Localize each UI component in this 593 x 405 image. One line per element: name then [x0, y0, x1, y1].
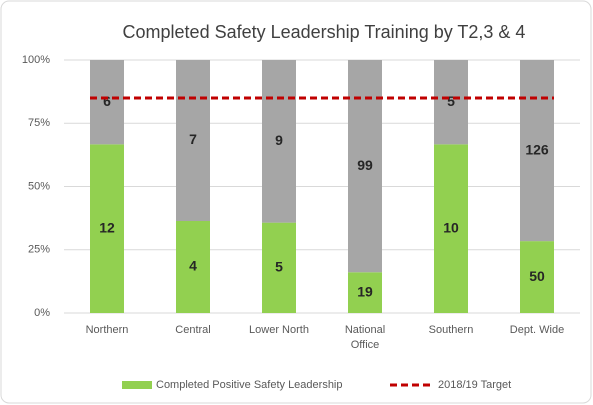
- x-tick-label: Northern: [85, 324, 129, 336]
- bar-segment: [348, 272, 382, 313]
- data-label: 6: [103, 93, 111, 109]
- legend-label: 2018/19 Target: [438, 379, 511, 391]
- y-tick-label: 75%: [28, 117, 50, 129]
- data-label: 10: [443, 219, 459, 235]
- x-tick-label: Dept. Wide: [509, 324, 565, 336]
- data-label: 5: [275, 259, 283, 275]
- data-label: 7: [189, 131, 197, 147]
- bar-segment: [262, 60, 296, 223]
- bar-segment: [262, 222, 296, 313]
- y-tick-label: 25%: [28, 244, 50, 256]
- legend-swatch: [122, 381, 152, 389]
- data-label: 12: [99, 219, 115, 235]
- bar-segment: [176, 60, 210, 221]
- bar-segment: [176, 221, 210, 313]
- y-tick-label: 100%: [22, 54, 50, 66]
- x-tick-label: Central: [175, 324, 211, 336]
- bar-segment: [434, 144, 468, 313]
- data-label: 99: [357, 157, 373, 173]
- data-label: 9: [275, 132, 283, 148]
- data-label: 19: [357, 283, 373, 299]
- bar-segment: [520, 241, 554, 313]
- x-tick-label: National Office: [344, 324, 386, 351]
- legend-label: Completed Positive Safety Leadership: [156, 379, 343, 391]
- bar-segment: [434, 60, 468, 145]
- x-tick-label: Southern: [428, 324, 474, 336]
- bar-segment: [520, 60, 554, 242]
- data-label: 50: [529, 268, 545, 284]
- x-tick-label: Lower North: [249, 324, 309, 336]
- chart-title: Completed Safety Leadership Training by …: [123, 22, 526, 42]
- bar-segment: [348, 60, 382, 273]
- y-tick-label: 50%: [28, 180, 50, 192]
- y-tick-label: 0%: [34, 307, 50, 319]
- bar-segment: [90, 60, 124, 145]
- data-label: 126: [525, 141, 549, 157]
- data-label: 4: [189, 258, 197, 274]
- data-label: 5: [447, 93, 455, 109]
- bar-segment: [90, 144, 124, 313]
